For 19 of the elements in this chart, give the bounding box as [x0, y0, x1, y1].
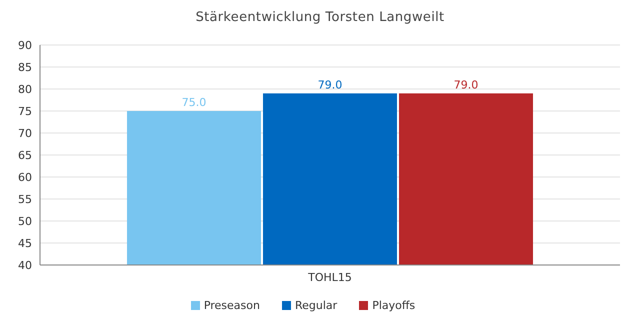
y-tick-label: 65	[18, 148, 32, 162]
data-label: 79.0	[454, 78, 478, 92]
y-tick-label: 75	[18, 104, 32, 118]
y-tick-label: 55	[18, 192, 32, 206]
y-tick-label: 80	[18, 82, 32, 96]
y-tick-label: 90	[18, 38, 32, 52]
y-tick-label: 60	[18, 170, 32, 184]
legend-label: Playoffs	[372, 299, 416, 312]
legend-label: Preseason	[204, 299, 260, 312]
x-tick-label: TOHL15	[307, 270, 352, 284]
y-tick-label: 85	[18, 60, 32, 74]
chart-title: Stärkeentwicklung Torsten Langweilt	[194, 9, 446, 27]
y-tick-label: 50	[18, 214, 32, 228]
y-tick-label: 70	[18, 126, 32, 140]
data-label: 75.0	[182, 96, 206, 109]
legend-label: Regular	[294, 299, 338, 312]
data-label: 79.0	[318, 78, 342, 92]
y-tick-label: 45	[18, 236, 32, 250]
y-tick-label: 40	[18, 258, 32, 272]
